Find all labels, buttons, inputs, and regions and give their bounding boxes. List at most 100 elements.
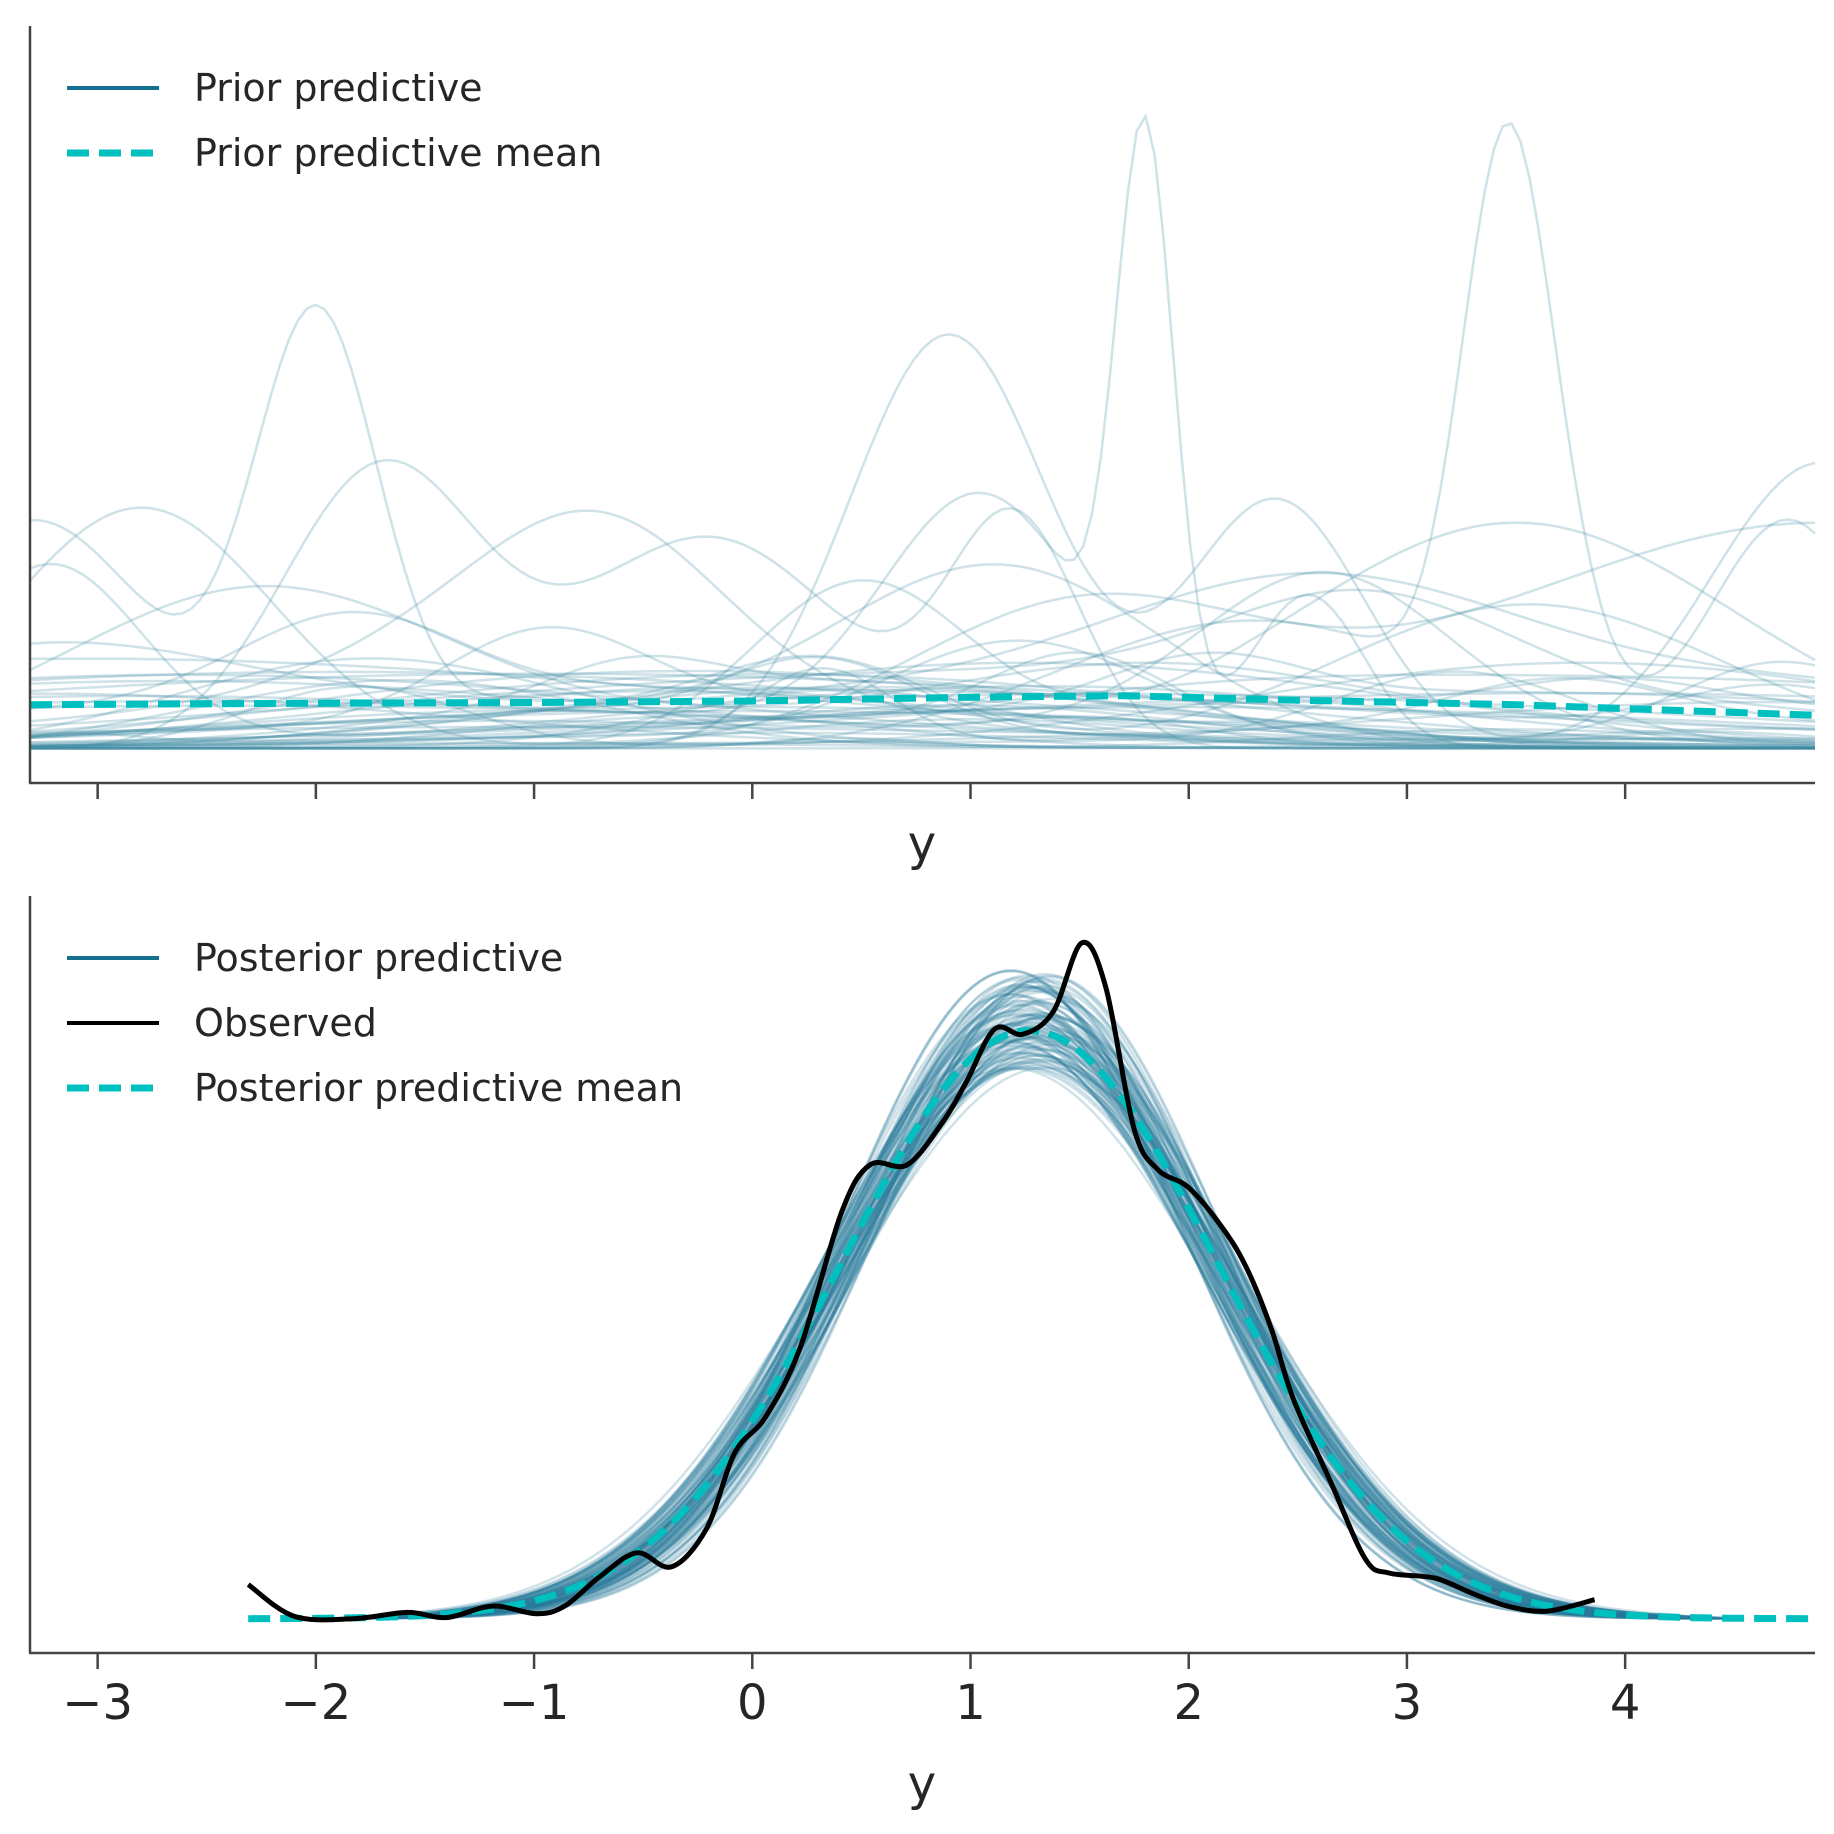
legend: Posterior predictive Observed Posterior … [67, 936, 683, 1110]
posterior-sample-curve [400, 1067, 1682, 1618]
posterior-sample-curve [370, 1016, 1693, 1620]
prior-sample-curve [29, 654, 1815, 750]
posterior-sample-curve [356, 1067, 1713, 1619]
posterior-sample-curve [428, 1002, 1725, 1620]
x-ticks [96, 783, 1627, 799]
prior-sample-curve [29, 731, 1815, 750]
prior-sample-curve [29, 673, 1816, 748]
posterior-sample-curve [386, 1057, 1673, 1618]
x-tick-label: 2 [1173, 1675, 1204, 1731]
posterior-sample-curve [425, 1020, 1683, 1619]
posterior-sample-curve [394, 1060, 1684, 1618]
legend-label: Observed [194, 1001, 377, 1045]
prior-sample-curve [29, 657, 1816, 739]
posterior-sample-curve [367, 1038, 1679, 1619]
prior-sample-curve [29, 113, 1815, 750]
posterior-sample-curve [412, 1048, 1631, 1618]
posterior-sample-curve [438, 1042, 1637, 1616]
posterior-sample-curve [462, 1066, 1704, 1619]
x-tick-label: 3 [1392, 1675, 1423, 1731]
posterior-sample-curve [462, 1027, 1620, 1616]
prior-sample-curve [30, 718, 1816, 750]
prior-sample-curve [29, 651, 1816, 748]
prior-sample-curve [29, 610, 1816, 732]
prior-sample-curve [29, 661, 1816, 749]
posterior-sample-curve [404, 1029, 1656, 1618]
posterior-predictive-panel: −3 −2 −1 0 1 2 3 4 y Posterior predictive Obser… [28, 896, 1815, 1812]
posterior-sample-curve [448, 1035, 1620, 1616]
prior-samples [29, 113, 1816, 750]
prior-sample-curve [29, 669, 1816, 749]
prior-sample-curve [29, 458, 1815, 750]
prior-sample-curve [29, 570, 1816, 748]
posterior-sample-curve [443, 1061, 1639, 1616]
prior-sample-curve [29, 678, 1816, 749]
prior-sample-curve [29, 685, 1816, 749]
x-axis-label: y [908, 1756, 936, 1812]
legend-label: Posterior predictive mean [194, 1066, 683, 1110]
prior-sample-curve [29, 655, 1815, 750]
prior-sample-curve [29, 562, 1816, 737]
prior-sample-curve [29, 705, 1816, 745]
posterior-sample-curve [394, 989, 1688, 1620]
posterior-sample-curve [345, 1063, 1705, 1619]
posterior-sample-curve [435, 1056, 1612, 1614]
posterior-sample-curve [411, 1045, 1698, 1619]
posterior-sample-curve [412, 1065, 1694, 1618]
prior-sample-curve [29, 725, 1815, 747]
legend-label: Prior predictive [194, 66, 483, 110]
posterior-sample-curve [377, 1045, 1658, 1619]
posterior-sample-curve [432, 984, 1609, 1619]
prior-sample-curve [29, 741, 1815, 750]
posterior-sample-curve [467, 970, 1665, 1620]
posterior-sample-curve [385, 974, 1633, 1620]
prior-sample-curve [29, 672, 1816, 719]
posterior-sample-curve [402, 1022, 1651, 1619]
posterior-sample-curve [468, 1039, 1612, 1617]
prior-sample-curve [30, 688, 1815, 750]
prior-sample-curve [30, 730, 1816, 750]
posterior-sample-curve [450, 1029, 1631, 1617]
prior-sample-curve [29, 684, 1816, 743]
posterior-sample-curve [455, 1033, 1653, 1618]
posterior-sample-curve [442, 1031, 1667, 1619]
posterior-sample-curve [398, 986, 1657, 1620]
x-tick-label: 1 [955, 1675, 986, 1731]
prior-sample-curve [29, 673, 1815, 750]
prior-sample-curve [29, 679, 1815, 750]
posterior-sample-curve [387, 1037, 1674, 1619]
posterior-sample-curve [373, 975, 1675, 1620]
posterior-sample-curve [395, 969, 1654, 1620]
posterior-sample-curve [388, 1033, 1715, 1620]
legend-label: Posterior predictive [194, 936, 563, 980]
posterior-sample-curve [380, 989, 1644, 1620]
posterior-sample-curve [431, 978, 1653, 1620]
posterior-sample-curve [349, 1031, 1632, 1620]
observed-line [246, 939, 1596, 1623]
x-axis-label: y [908, 816, 936, 872]
prior-sample-curve [29, 563, 1815, 750]
posterior-sample-curve [374, 1023, 1692, 1620]
posterior-sample-curve [380, 985, 1667, 1620]
prior-sample-curve [29, 670, 1816, 744]
prior-sample-curve [29, 703, 1816, 750]
legend: Prior predictive Prior predictive mean [67, 66, 602, 175]
posterior-sample-curve [415, 1051, 1727, 1620]
posterior-sample-curve [456, 1033, 1705, 1619]
prior-sample-curve [29, 603, 1816, 749]
prior-sample-curve [29, 584, 1816, 731]
posterior-sample-curve [455, 1035, 1693, 1619]
posterior-sample-curve [368, 1052, 1701, 1619]
posterior-sample-curve [422, 972, 1685, 1620]
prior-sample-curve [29, 506, 1816, 746]
posterior-sample-curve [345, 969, 1723, 1620]
prior-sample-curve [29, 571, 1816, 738]
posterior-sample-curve [420, 1013, 1657, 1619]
posterior-sample-curve [425, 984, 1651, 1620]
x-ticks: −3 −2 −1 0 1 2 3 4 [62, 1653, 1640, 1731]
prior-sample-curve [29, 709, 1816, 745]
posterior-predictive-mean-line [248, 1027, 1815, 1623]
posterior-sample-curve [436, 1053, 1674, 1618]
x-tick-label: −3 [62, 1675, 133, 1731]
legend-label: Prior predictive mean [194, 131, 602, 175]
